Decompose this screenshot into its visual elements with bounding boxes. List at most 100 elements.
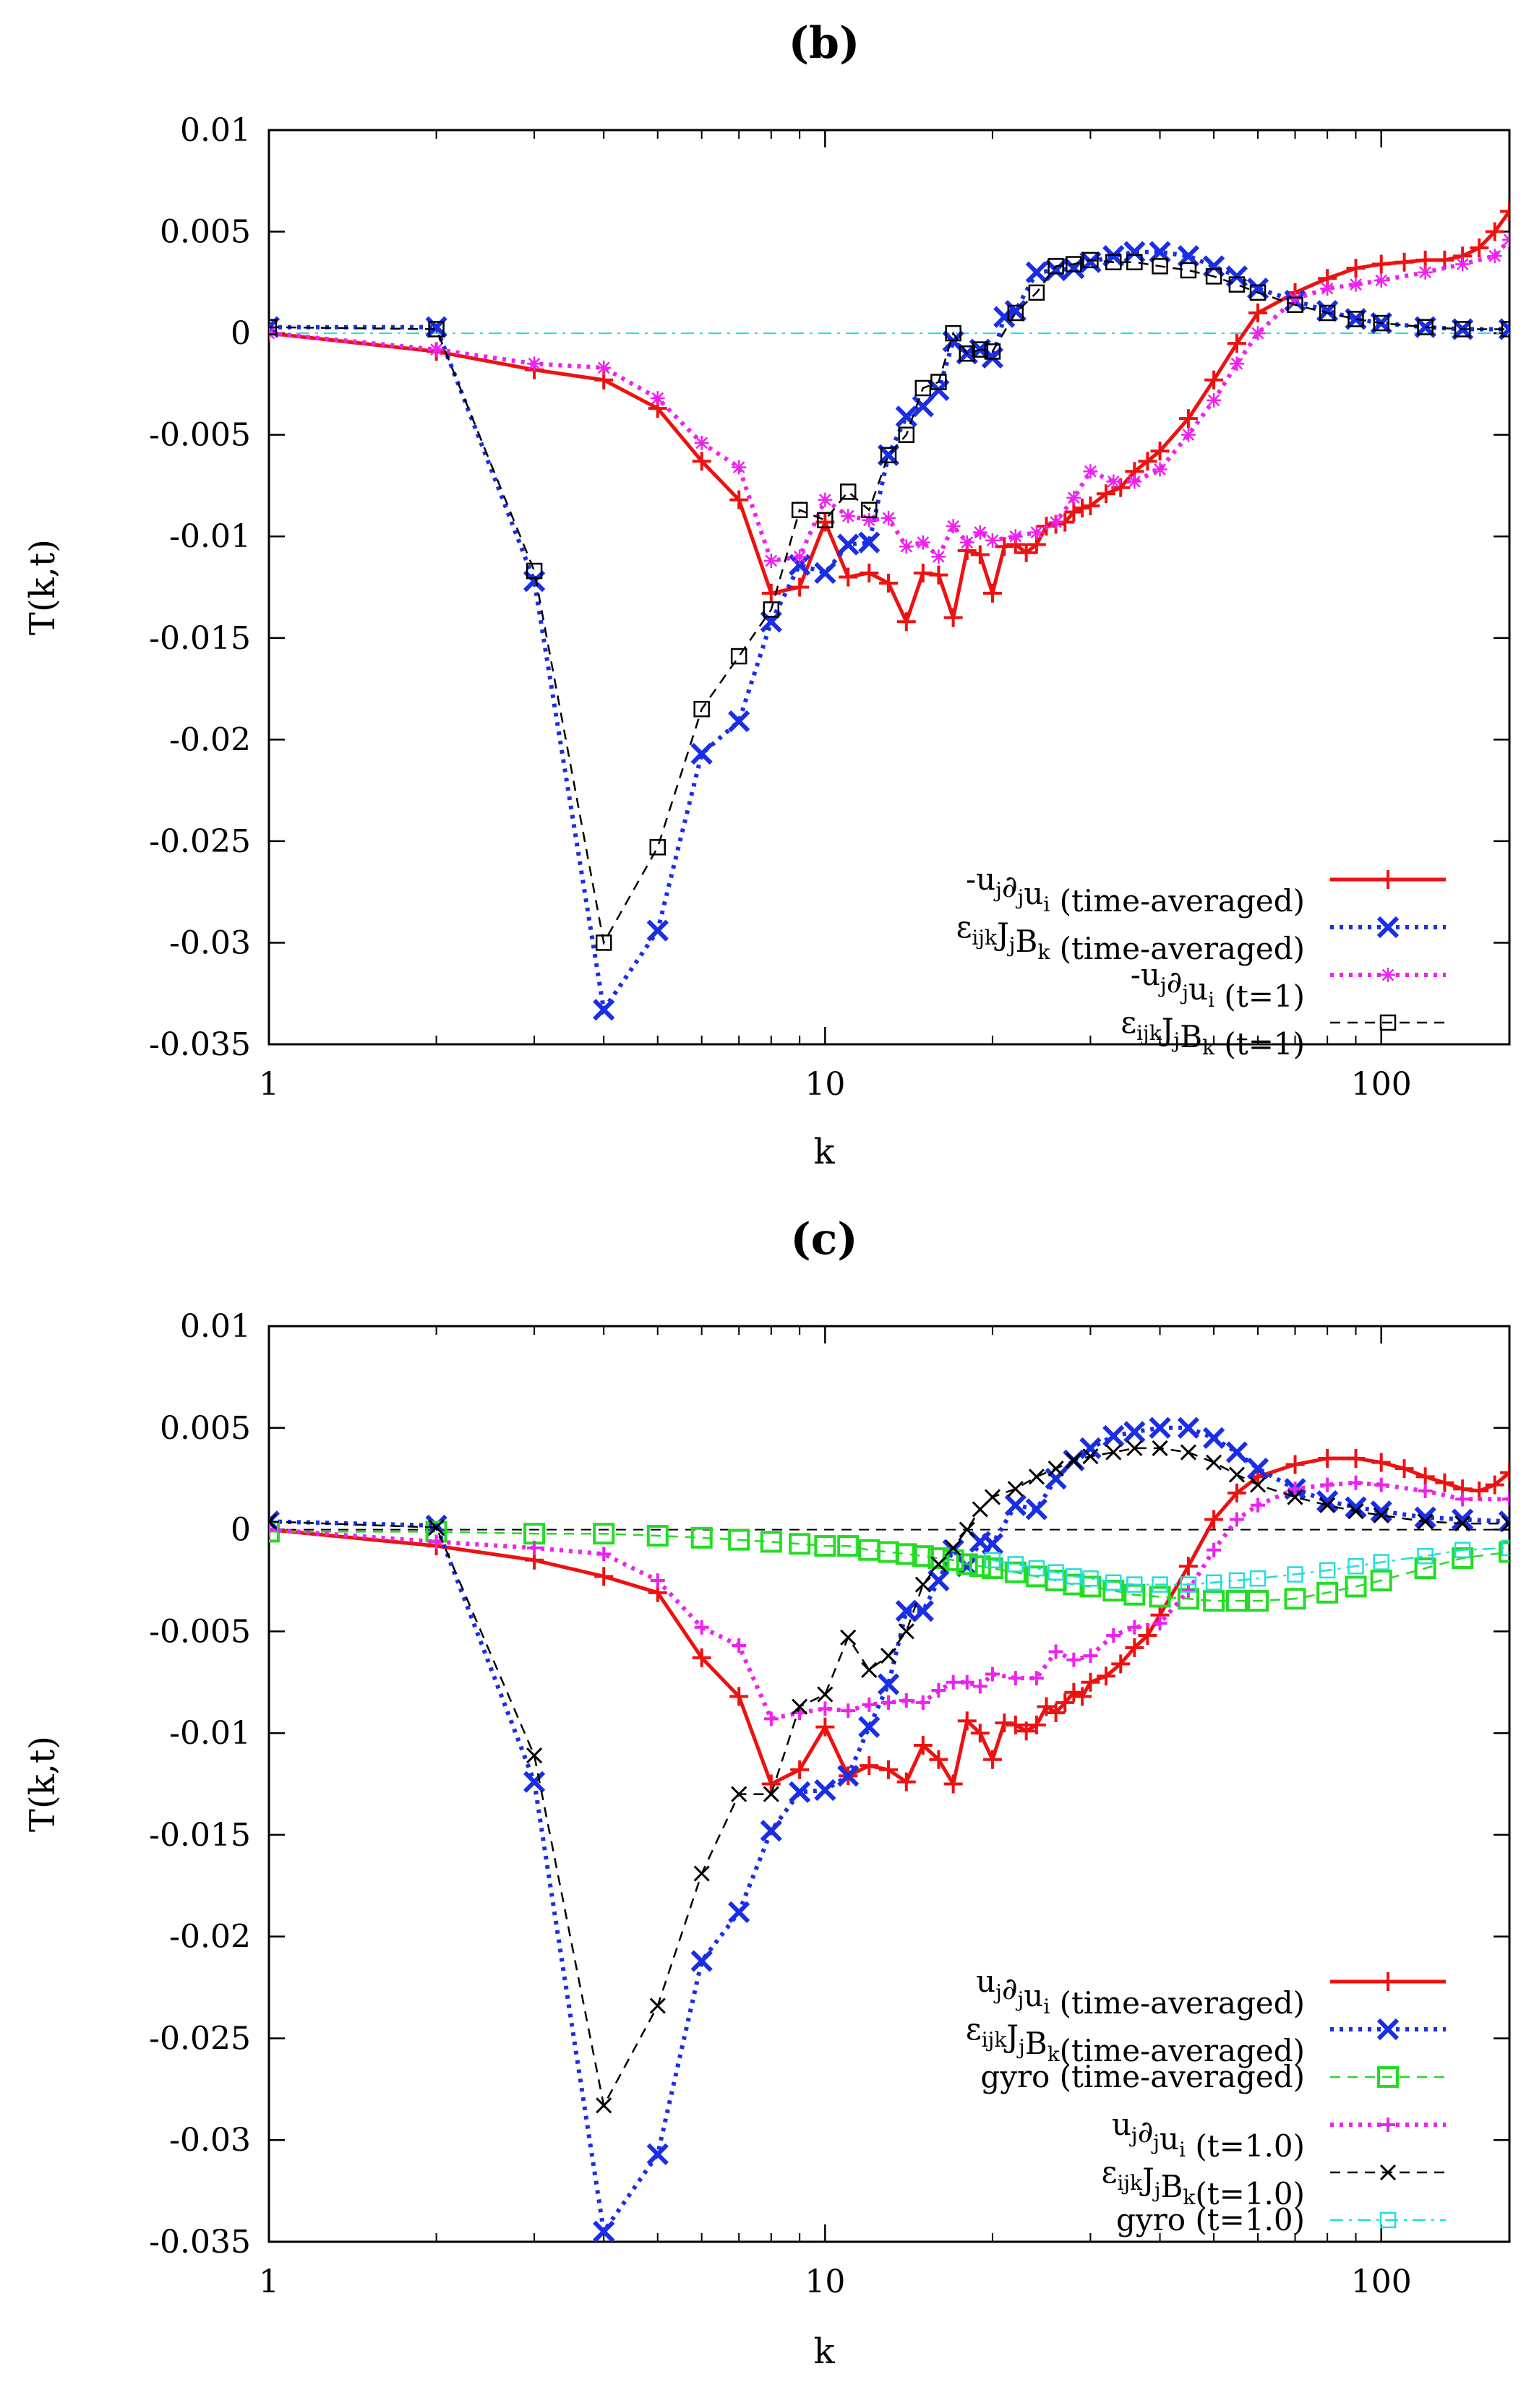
data-point (1123, 241, 1146, 263)
data-point (879, 573, 899, 593)
data-point (1452, 1508, 1474, 1531)
data-point (760, 1531, 782, 1553)
data-point (1414, 1557, 1436, 1580)
data-point (946, 1674, 961, 1690)
data-point (1096, 1667, 1115, 1686)
data-point (1470, 238, 1489, 258)
data-point (526, 1747, 543, 1764)
data-point (1455, 1492, 1470, 1507)
data-point (981, 1533, 1004, 1555)
data-point (1081, 496, 1100, 516)
data-point (690, 742, 713, 765)
data-point (729, 490, 749, 509)
data-point (1066, 490, 1081, 505)
data-point (1414, 1506, 1436, 1528)
y-tick-label: -0.035 (149, 2224, 251, 2261)
data-point (763, 601, 780, 618)
data-point (959, 535, 974, 550)
data-point (972, 1679, 987, 1694)
data-point (1028, 1469, 1045, 1485)
plot-frame (267, 1325, 1511, 2243)
data-point (1316, 1490, 1339, 1513)
legend-marker (1376, 2018, 1400, 2041)
data-point (912, 1545, 934, 1568)
data-point (841, 1703, 856, 1719)
data-point (1502, 232, 1509, 247)
data-point (1126, 254, 1143, 270)
data-point (943, 608, 963, 627)
data-point (1181, 1583, 1196, 1599)
data-point (914, 1576, 931, 1593)
data-point (1046, 1703, 1066, 1722)
panel-title: (b) (789, 18, 860, 69)
data-point (881, 1695, 896, 1710)
data-point (730, 648, 747, 665)
data-point (899, 1693, 914, 1708)
data-point (1004, 1494, 1027, 1516)
data-point (1152, 258, 1168, 275)
data-point (1048, 1644, 1063, 1659)
data-point (1007, 1556, 1024, 1573)
data-point (1502, 1492, 1509, 1507)
data-point (1138, 452, 1157, 471)
data-point (593, 2220, 615, 2242)
legend-label: εijkJjBk(time-averaged) (966, 2011, 1305, 2068)
data-point (1498, 1510, 1509, 1533)
data-point (814, 1779, 836, 1802)
data-point (1138, 1625, 1157, 1645)
legend-label: uj∂jui (time-averaged) (976, 1964, 1305, 2021)
data-point (646, 919, 669, 942)
data-point (593, 1523, 615, 1545)
data-point (1435, 1473, 1454, 1492)
data-point (1152, 1576, 1168, 1593)
data-point (1345, 308, 1367, 330)
data-point (879, 1760, 899, 1779)
data-point (269, 1513, 278, 1530)
y-tick-label: 0.01 (180, 1308, 251, 1345)
data-point (945, 324, 961, 342)
data-point (728, 710, 750, 733)
y-tick-label: 0.005 (160, 214, 251, 251)
data-point (1371, 254, 1391, 274)
x-tick-label: 100 (1351, 2263, 1412, 2300)
data-point (1123, 1421, 1146, 1443)
data-point (981, 346, 1004, 369)
data-point (1152, 462, 1167, 477)
data-point (1066, 256, 1082, 272)
data-point (1181, 427, 1196, 442)
data-point (1105, 1444, 1122, 1461)
data-point (930, 374, 947, 390)
data-point (1452, 1547, 1474, 1569)
data-point (1371, 1453, 1391, 1472)
data-point (969, 1555, 991, 1578)
data-point (596, 2097, 612, 2114)
data-point (1152, 1440, 1168, 1456)
data-point (1251, 1497, 1266, 1513)
data-point (1207, 392, 1222, 408)
data-point (1246, 1457, 1269, 1480)
panel-c: (c) 0.01 0.005 0 -0.005 -0.01 -0.015 -0.02 -0.02… (22, 1214, 1511, 2372)
data-point (593, 999, 615, 1021)
data-point (649, 839, 667, 856)
data-point (1180, 262, 1197, 279)
data-point (1347, 1557, 1364, 1575)
data-point (1284, 1588, 1306, 1610)
data-point (929, 1750, 948, 1769)
data-point (898, 1623, 914, 1640)
y-tick-label: -0.005 (149, 417, 251, 454)
data-point (930, 1556, 947, 1573)
legend-marker (1379, 1014, 1397, 1031)
y-tick-label: -0.035 (149, 1026, 251, 1063)
legend-marker (1379, 2211, 1397, 2229)
data-point (959, 345, 975, 362)
y-tick-label: 0.005 (160, 1410, 251, 1447)
legend: -uj∂jui (time-averaged)εijkJjBk (time-av… (956, 861, 1446, 1062)
data-point (1320, 1477, 1335, 1492)
data-point (982, 583, 1002, 603)
data-point (1066, 1568, 1082, 1585)
data-point (912, 395, 934, 418)
data-point (839, 483, 857, 500)
data-point (791, 502, 808, 518)
data-point (1348, 1475, 1363, 1490)
data-point (1082, 251, 1099, 269)
